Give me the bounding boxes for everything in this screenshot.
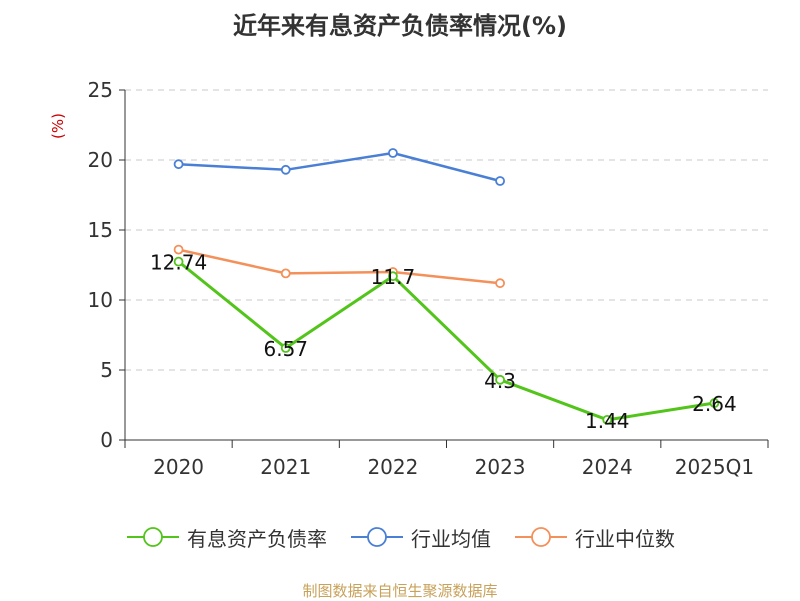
legend-swatch bbox=[515, 527, 567, 547]
data-point bbox=[709, 398, 720, 408]
data-point bbox=[388, 148, 398, 158]
data-label: 2.64 bbox=[692, 392, 737, 416]
x-tick-label: 2025Q1 bbox=[675, 455, 754, 479]
data-point bbox=[173, 159, 184, 170]
data-point bbox=[602, 414, 613, 425]
y-tick-label: 15 bbox=[88, 218, 113, 242]
legend-label: 行业中位数 bbox=[575, 526, 675, 551]
data-label: 6.57 bbox=[263, 337, 308, 361]
legend-swatch bbox=[127, 527, 179, 547]
y-tick-label: 10 bbox=[88, 288, 113, 312]
legend-item: 有息资产负债率 bbox=[125, 523, 327, 552]
series-line bbox=[178, 151, 501, 183]
y-tick-label: 20 bbox=[88, 148, 113, 172]
x-tick-label: 2022 bbox=[367, 455, 418, 479]
x-tick-label: 2024 bbox=[582, 455, 633, 479]
data-point bbox=[173, 244, 184, 255]
data-point bbox=[280, 164, 291, 175]
x-tick-label: 2021 bbox=[260, 455, 311, 479]
legend-item: 行业中位数 bbox=[513, 523, 675, 552]
data-label: 4.3 bbox=[484, 369, 516, 393]
data-point bbox=[495, 278, 505, 289]
x-tick-label: 2023 bbox=[475, 455, 526, 479]
legend-swatch bbox=[351, 527, 403, 547]
data-label-layer: 12.74 6.57 11.7 4.3 1.44 2.64 bbox=[150, 251, 737, 433]
y-tick-label: 0 bbox=[100, 428, 113, 452]
series-layer bbox=[173, 148, 720, 425]
data-point bbox=[280, 268, 291, 279]
data-point bbox=[495, 176, 505, 186]
data-label: 11.7 bbox=[371, 265, 416, 289]
series-line bbox=[177, 260, 715, 422]
data-point bbox=[495, 374, 505, 385]
data-point bbox=[173, 256, 184, 267]
y-tick-label: 25 bbox=[88, 78, 113, 102]
data-label: 12.74 bbox=[150, 251, 207, 275]
x-tick-label: 2020 bbox=[153, 455, 204, 479]
legend-item: 行业均值 bbox=[349, 523, 491, 552]
y-axis-title: (%) bbox=[49, 113, 67, 139]
data-label: 1.44 bbox=[585, 409, 630, 433]
grid-layer bbox=[125, 89, 768, 371]
data-point bbox=[388, 271, 398, 282]
legend-label: 行业均值 bbox=[411, 526, 491, 551]
source-note: 制图数据来自恒生聚源数据库 bbox=[302, 582, 498, 600]
y-tick-label: 5 bbox=[100, 358, 113, 382]
series-line bbox=[178, 248, 501, 285]
axis-layer: 0 5 10 15 20 25 2020 2021 2022 2023 2024 2025Q1 bbox=[88, 78, 769, 479]
chart-title: 近年来有息资产负债率情况(%) bbox=[233, 12, 567, 40]
legend: 有息资产负债率 行业均值 行业中位数 bbox=[0, 520, 800, 554]
legend-label: 有息资产负债率 bbox=[187, 526, 327, 551]
data-point bbox=[280, 343, 291, 353]
